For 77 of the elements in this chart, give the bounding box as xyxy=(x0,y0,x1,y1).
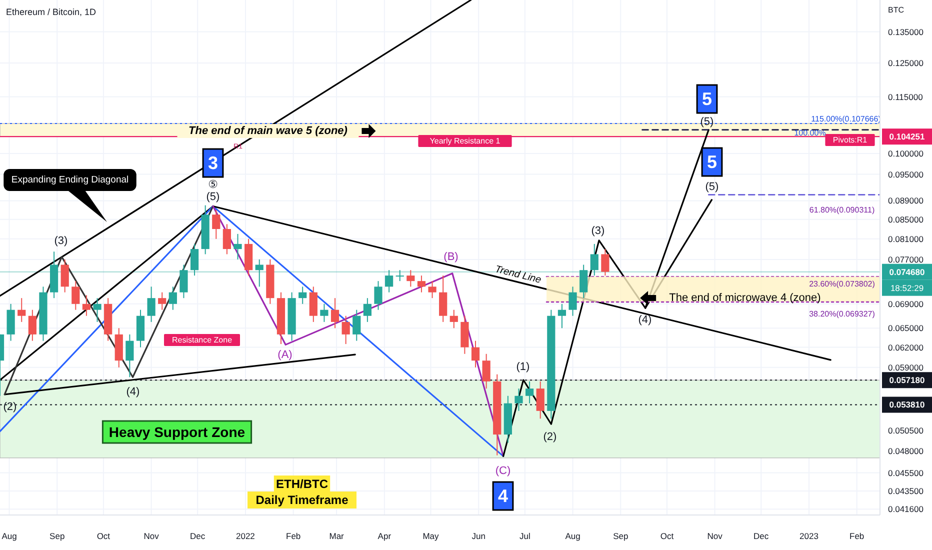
annotation: (3) xyxy=(54,235,68,247)
annotation: 61.80%(0.090311) xyxy=(809,206,875,214)
y-tick-label: 0.059000 xyxy=(888,362,924,372)
annotation: (5) xyxy=(700,116,714,128)
y-tick-label: 0.050500 xyxy=(888,425,924,436)
y-tick-label: 0.041600 xyxy=(888,504,924,514)
annotation: (2) xyxy=(543,431,557,443)
annotation: (3) xyxy=(591,225,605,237)
annotation: (A) xyxy=(278,349,292,361)
ref-line-label: 0.057180 xyxy=(889,375,925,386)
annotation: (2) xyxy=(3,401,17,413)
annotation: ⑤ xyxy=(208,179,218,191)
annotation: 23.60%(0.073802) xyxy=(809,280,876,288)
annotation: (4) xyxy=(638,314,652,326)
y-tick-label: 0.077000 xyxy=(888,254,924,264)
y-tick-label: 0.115000 xyxy=(888,92,924,102)
y-tick-label: 0.062000 xyxy=(888,342,924,352)
x-tick-label: Feb xyxy=(850,531,864,541)
x-tick-label: 2022 xyxy=(236,531,256,541)
annotation: Yearly Resistance 1 xyxy=(430,136,501,146)
annotation: Daily Timeframe xyxy=(256,493,349,507)
y-tick-label: 0.095000 xyxy=(888,169,924,180)
annotation: 5 xyxy=(702,89,712,109)
y-tick-label: 0.065000 xyxy=(888,323,924,334)
annotation: Resistance Zone xyxy=(172,336,233,344)
y-tick-label: 0.125000 xyxy=(888,58,924,68)
x-tick-label: Jul xyxy=(519,531,530,541)
y-tick-label: 0.045500 xyxy=(888,468,924,478)
x-tick-label: Oct xyxy=(660,531,674,541)
x-tick-label: Aug xyxy=(565,531,581,541)
annotation: Expanding Ending Diagonal xyxy=(11,174,129,186)
y-tick-label: 0.135000 xyxy=(888,26,924,37)
annotation: 3 xyxy=(208,153,218,173)
y-tick-label: 0.100000 xyxy=(888,148,924,158)
annotation: ETH/BTC xyxy=(276,477,328,491)
text: Ethereum / Bitcoin, 1D xyxy=(6,7,97,17)
annotation: The end of microwave 4 (zone) xyxy=(669,292,821,304)
annotation: Trend Line xyxy=(494,264,543,286)
y-tick-label: 0.081000 xyxy=(888,234,924,244)
annotation: Heavy Support Zone xyxy=(108,424,246,440)
ref-line-label: 0.053810 xyxy=(889,400,925,410)
annotation: (5) xyxy=(705,181,719,193)
annotation: 4 xyxy=(498,486,508,506)
annotation: (C) xyxy=(495,465,511,477)
x-tick-label: 2023 xyxy=(800,531,819,541)
x-tick-label: Feb xyxy=(286,531,301,541)
y-tick-label: 0.089000 xyxy=(888,196,924,206)
annotation: 38.20%(0.069327) xyxy=(809,310,876,318)
x-tick-label: Sep xyxy=(50,531,65,541)
annotation: (1) xyxy=(516,361,530,373)
ref-line-label: 0.074680 xyxy=(889,266,925,277)
x-tick-label: Sep xyxy=(613,531,628,541)
x-tick-label: Nov xyxy=(707,531,724,541)
ref-line-label: 0.104251 xyxy=(889,132,925,142)
annotation: 5 xyxy=(706,152,718,172)
annotation: 115.00%(0.107666) xyxy=(811,114,882,124)
y-tick-label: 0.048000 xyxy=(888,446,924,456)
x-tick-label: May xyxy=(422,531,440,541)
x-tick-label: Apr xyxy=(378,531,392,541)
annotation: Pivots:R1 xyxy=(832,136,868,144)
y-tick-label: 0.043500 xyxy=(888,486,924,496)
annotation: (5) xyxy=(206,191,220,203)
x-tick-label: Mar xyxy=(329,531,344,541)
y-axis-title: BTC xyxy=(888,6,904,14)
text: 18:52:29 xyxy=(890,282,924,293)
x-tick-label: Dec xyxy=(190,531,206,541)
y-tick-label: 0.069000 xyxy=(888,298,924,309)
annotation: 100.00% xyxy=(794,128,826,138)
annotation: (B) xyxy=(444,251,458,263)
annotation: The end of main wave 5 (zone) xyxy=(188,125,348,137)
annotation: (4) xyxy=(126,386,140,398)
x-tick-label: Jun xyxy=(472,531,486,541)
x-tick-label: Nov xyxy=(144,531,160,541)
x-tick-label: Aug xyxy=(2,531,18,541)
x-tick-label: Oct xyxy=(96,531,111,541)
y-tick-label: 0.085000 xyxy=(888,214,924,224)
x-tick-label: Dec xyxy=(754,531,770,541)
